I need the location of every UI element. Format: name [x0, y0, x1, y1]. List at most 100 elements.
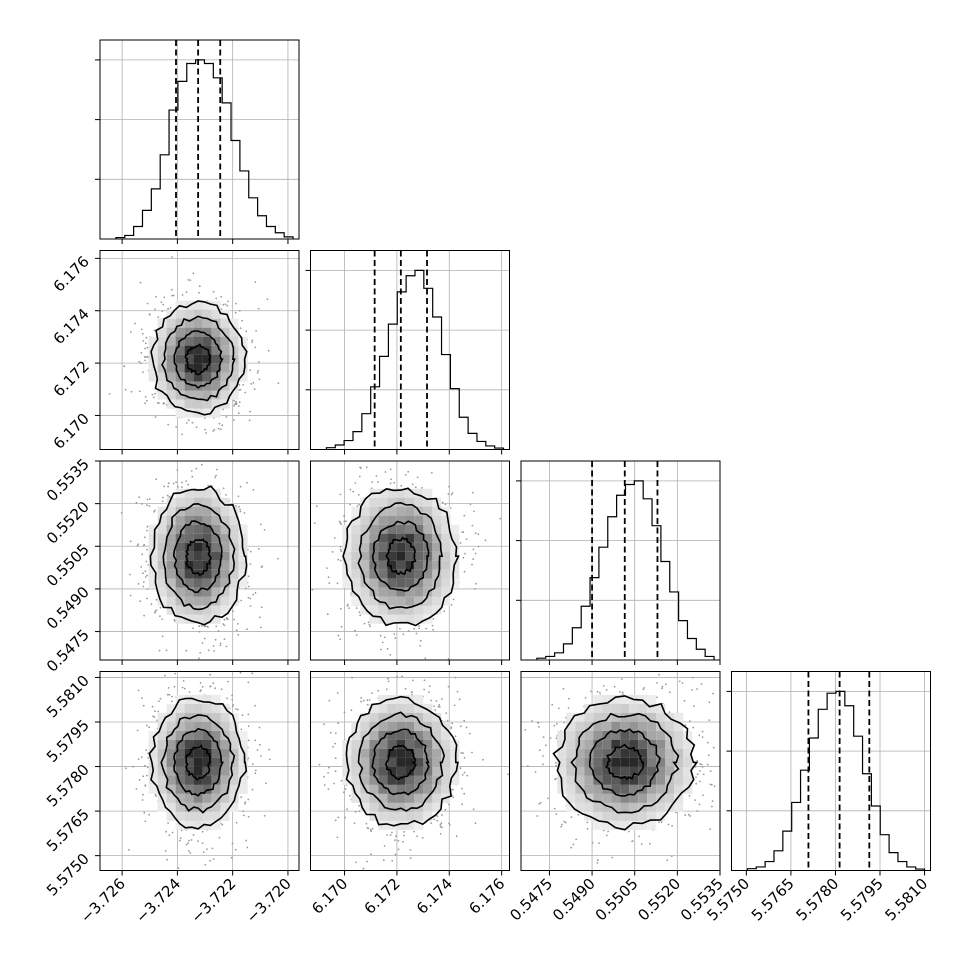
sample-point: [256, 371, 259, 374]
sample-point: [463, 719, 466, 722]
density-cell: [175, 309, 185, 319]
density-cell: [193, 390, 203, 400]
sample-point: [154, 611, 157, 614]
density-cell: [432, 542, 442, 552]
sample-point: [161, 310, 164, 312]
density-cell: [193, 757, 203, 767]
density-cell: [157, 318, 167, 328]
density-cell: [378, 542, 388, 552]
density-cell: [184, 569, 194, 579]
sample-point: [421, 837, 424, 839]
sample-point: [199, 690, 202, 693]
sample-point: [344, 816, 347, 819]
density-cell: [211, 327, 221, 337]
density-cell: [229, 757, 239, 767]
density-cell: [175, 327, 185, 337]
density-cell: [414, 533, 424, 543]
sample-point: [428, 685, 431, 687]
sample-point: [414, 486, 417, 489]
sample-point: [338, 520, 341, 523]
density-cell: [166, 748, 176, 758]
sample-point: [387, 680, 390, 683]
density-cell: [193, 372, 203, 382]
sample-point: [226, 304, 229, 307]
density-cell: [229, 318, 239, 328]
sample-point: [146, 346, 149, 349]
sample-point: [218, 422, 221, 425]
sample-point: [413, 627, 416, 630]
density-cell: [157, 596, 167, 606]
density-cell: [175, 390, 185, 400]
density-cell: [432, 578, 442, 588]
density-cell: [211, 578, 221, 588]
sample-point: [195, 426, 198, 429]
density-cell: [396, 524, 406, 534]
density-cell: [211, 497, 221, 507]
density-cell: [202, 551, 212, 561]
density-cell: [360, 587, 370, 597]
sample-point: [142, 371, 144, 373]
density-cell: [175, 363, 185, 373]
sample-point: [138, 360, 141, 363]
sample-point: [336, 836, 339, 839]
sample-point: [404, 687, 407, 690]
sample-point: [260, 606, 263, 609]
sample-point: [147, 752, 150, 755]
density-cell: [184, 506, 194, 516]
sample-point: [179, 837, 182, 840]
density-cell: [157, 560, 167, 570]
sample-point: [163, 296, 166, 299]
sample-point: [263, 814, 266, 817]
sample-point: [383, 636, 386, 639]
sample-point: [234, 848, 237, 851]
sample-point: [146, 774, 148, 777]
density-cell: [202, 318, 212, 328]
sample-point: [171, 695, 174, 698]
sample-point: [145, 356, 148, 359]
density-cell: [405, 533, 415, 543]
sample-point: [435, 700, 438, 702]
sample-point: [249, 550, 252, 553]
sample-point: [247, 596, 250, 599]
sample-point: [346, 808, 349, 811]
sample-point: [230, 856, 233, 859]
density-cell: [423, 605, 433, 615]
density-cell: [157, 542, 167, 552]
density-cell: [369, 569, 379, 579]
sample-point: [142, 775, 145, 778]
density-cell: [211, 354, 221, 364]
density-cell: [238, 730, 248, 740]
density-cell: [220, 542, 230, 552]
density-cell: [229, 524, 239, 534]
sample-point: [387, 677, 389, 680]
sample-point: [461, 787, 463, 790]
density-cell: [387, 578, 397, 588]
density-cell: [175, 775, 185, 785]
density-cell: [220, 345, 230, 355]
sample-point: [397, 840, 400, 842]
sample-point: [187, 279, 190, 281]
density-cell: [220, 793, 230, 803]
sample-point: [165, 830, 168, 833]
sample-point: [259, 743, 261, 746]
density-cell: [423, 497, 433, 507]
sample-point: [167, 822, 170, 824]
density-cell: [166, 578, 176, 588]
sample-point: [157, 316, 160, 318]
density-cell: [157, 524, 167, 534]
density-cell: [202, 784, 212, 794]
density-cell: [405, 488, 415, 498]
density-cell: [211, 802, 221, 812]
sample-point: [154, 710, 156, 713]
density-cell: [193, 766, 203, 776]
density-cell: [193, 820, 203, 830]
sample-point: [339, 545, 342, 548]
sample-point: [153, 329, 156, 332]
sample-point: [339, 607, 342, 610]
sample-point: [135, 501, 138, 504]
density-cell: [211, 345, 221, 355]
sample-point: [473, 510, 475, 513]
sample-point: [438, 705, 441, 708]
contour-level-2: [357, 501, 444, 610]
